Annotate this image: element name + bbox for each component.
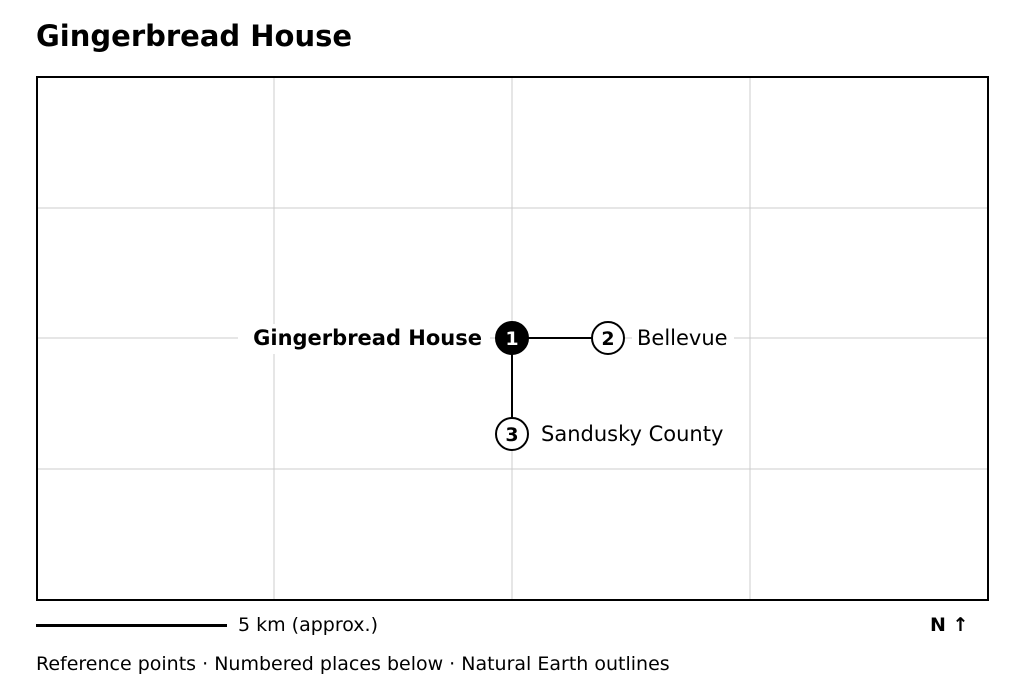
place-label-background: [238, 324, 490, 354]
place-label-background: [632, 324, 734, 354]
north-arrow: N ↑: [930, 614, 969, 636]
place-number: 3: [505, 424, 518, 446]
map-title: Gingerbread House: [36, 19, 353, 53]
place-marker-1[interactable]: Gingerbread House 1: [238, 321, 529, 355]
place-marker-circle: [495, 321, 529, 355]
map-footer-note: Reference points · Numbered places below…: [36, 653, 670, 675]
place-number: 1: [505, 328, 518, 350]
place-marker-circle: [495, 417, 529, 451]
map-frame: [36, 76, 989, 601]
scale-bar: [36, 624, 227, 627]
place-label: Sandusky County: [541, 422, 723, 446]
place-marker-circle: [591, 321, 625, 355]
place-label: Bellevue: [637, 326, 728, 350]
scale-label: 5 km (approx.): [238, 614, 378, 636]
place-label-background: [536, 420, 736, 450]
place-marker-3[interactable]: 3 Sandusky County: [495, 417, 736, 451]
place-number: 2: [601, 328, 614, 350]
place-marker-2[interactable]: 2 Bellevue: [591, 321, 734, 355]
place-label: Gingerbread House: [253, 326, 482, 350]
